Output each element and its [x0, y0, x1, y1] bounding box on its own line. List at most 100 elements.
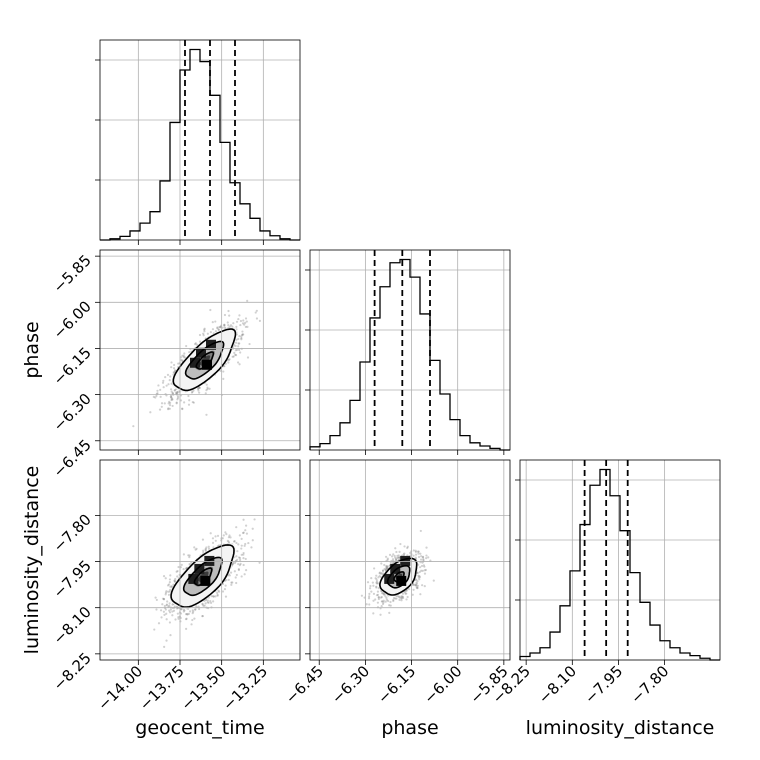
- sample-point: [240, 335, 243, 338]
- sample-point: [222, 370, 225, 373]
- sample-point: [171, 397, 174, 401]
- x-tick-label: −8.10: [535, 662, 580, 707]
- sample-point: [181, 354, 184, 357]
- sample-point: [173, 579, 176, 582]
- sample-point: [238, 348, 241, 351]
- sample-point: [161, 603, 164, 606]
- sample-point: [401, 595, 404, 598]
- sample-point: [204, 599, 208, 602]
- sample-point: [169, 401, 172, 405]
- sample-point: [197, 389, 200, 392]
- sample-point: [177, 565, 180, 569]
- sample-point: [424, 568, 427, 572]
- sample-point: [225, 533, 228, 536]
- sample-point: [164, 375, 167, 379]
- sample-point: [190, 391, 194, 394]
- sample-point: [239, 351, 242, 354]
- density-bin: [390, 563, 401, 574]
- sample-point: [381, 602, 385, 606]
- sample-point: [198, 391, 201, 394]
- sample-point: [417, 550, 420, 553]
- sample-point: [369, 584, 372, 588]
- histogram-step-line: [519, 468, 720, 661]
- sample-point: [421, 561, 424, 564]
- sample-point: [168, 578, 172, 581]
- sample-point: [168, 581, 171, 584]
- sample-point: [176, 391, 179, 394]
- sample-point: [240, 575, 243, 578]
- sample-point: [401, 595, 404, 598]
- sample-point: [167, 383, 170, 386]
- sample-point: [186, 613, 189, 616]
- sample-point: [398, 550, 401, 553]
- sample-point: [240, 544, 243, 547]
- sample-point: [417, 555, 421, 559]
- sample-point: [388, 553, 392, 556]
- sample-point: [417, 576, 420, 579]
- x-axis-label: luminosity_distance: [526, 717, 715, 739]
- sample-point: [397, 595, 401, 598]
- sample-point: [238, 342, 241, 345]
- sample-point: [207, 601, 210, 604]
- sample-point: [405, 592, 408, 595]
- sample-point: [244, 542, 247, 546]
- histogram-panel-geocent_time: [95, 39, 301, 245]
- density-panel-geocent_time-phase: −6.45−6.30−6.15−6.00−5.85: [50, 249, 301, 481]
- sample-point: [375, 585, 378, 588]
- x-tick-label: −6.00: [420, 662, 465, 707]
- sample-point: [175, 570, 178, 573]
- sample-point: [163, 604, 166, 608]
- sample-point: [416, 584, 419, 587]
- sample-point: [246, 356, 250, 359]
- sample-point: [168, 404, 172, 407]
- sample-point: [239, 562, 242, 565]
- sample-point: [396, 595, 399, 598]
- density-bin: [400, 555, 411, 566]
- sample-point: [405, 589, 408, 592]
- sample-point: [173, 579, 176, 583]
- contour-line: [184, 340, 225, 380]
- sample-point: [206, 601, 209, 604]
- sample-point: [173, 605, 176, 608]
- contour-line: [172, 328, 237, 392]
- sample-point: [212, 595, 215, 598]
- sample-point: [228, 534, 231, 537]
- sample-point: [231, 581, 234, 584]
- sample-point: [400, 596, 403, 599]
- sample-point: [400, 595, 403, 598]
- sample-point: [389, 604, 392, 607]
- y-tick-label: −6.45: [50, 436, 95, 481]
- sample-point: [415, 586, 418, 589]
- sample-point: [385, 598, 389, 601]
- sample-point: [419, 552, 422, 555]
- sample-point: [384, 568, 388, 571]
- sample-point: [175, 401, 178, 404]
- sample-point: [189, 610, 192, 613]
- sample-point: [155, 608, 158, 611]
- sample-point: [412, 554, 415, 557]
- sample-point: [170, 396, 173, 399]
- sample-point: [194, 548, 197, 551]
- sample-point: [368, 587, 372, 590]
- sample-point: [232, 540, 236, 543]
- sample-point: [208, 387, 211, 390]
- x-tick-label: −6.15: [374, 662, 419, 707]
- contour-line: [393, 571, 405, 583]
- sample-point: [386, 558, 389, 561]
- sample-point: [415, 582, 418, 585]
- sample-point: [180, 608, 183, 611]
- sample-point: [385, 567, 388, 570]
- sample-point: [423, 585, 426, 588]
- sample-point: [368, 595, 371, 598]
- sample-point: [177, 615, 180, 619]
- sample-point: [169, 388, 173, 391]
- sample-point: [216, 534, 220, 537]
- sample-point: [238, 334, 241, 338]
- sample-point: [218, 325, 221, 329]
- sample-point: [383, 593, 386, 596]
- y-tick-label: −6.30: [50, 390, 95, 435]
- sample-point: [386, 557, 389, 560]
- sample-point: [160, 616, 163, 619]
- sample-point: [227, 324, 230, 327]
- density-panel-phase-luminosity_distance: −6.45 −6.30 −6.15 −6.00 −5.85: [282, 459, 512, 707]
